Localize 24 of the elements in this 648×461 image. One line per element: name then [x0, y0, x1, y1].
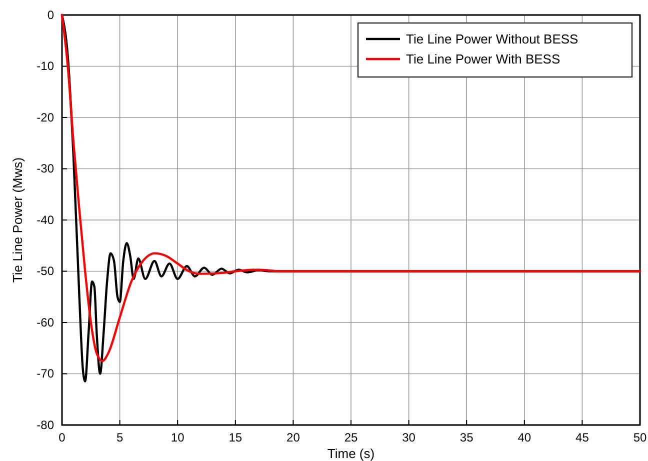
y-tick-label: -80: [36, 418, 54, 432]
x-tick-label: 20: [286, 430, 300, 445]
x-tick-label: 0: [58, 430, 66, 445]
y-tick-label: -30: [36, 162, 54, 176]
y-tick-label: -10: [36, 59, 54, 74]
y-tick-label: -20: [36, 110, 54, 124]
x-axis-title: Time (s): [327, 446, 375, 461]
x-tick-label: 35: [460, 430, 474, 445]
x-tick-label: 30: [402, 430, 416, 445]
y-axis-title: Tie Line Power (Mws): [10, 157, 25, 283]
y-tick-label: -70: [36, 366, 54, 381]
y-tick-label: -50: [36, 264, 54, 278]
x-tick-label: 5: [116, 430, 124, 445]
x-tick-label: 40: [518, 430, 532, 445]
y-tick-label: -60: [36, 315, 54, 330]
y-tick-label: 0: [47, 8, 54, 22]
x-tick-label: 15: [228, 430, 242, 445]
x-tick-label: 45: [576, 430, 590, 445]
x-tick-label: 50: [633, 430, 647, 445]
x-tick-label: 10: [170, 430, 185, 445]
x-tick-label: 25: [344, 430, 358, 445]
legend-label: Tie Line Power With BESS: [406, 52, 560, 66]
legend-label: Tie Line Power Without BESS: [406, 32, 579, 46]
y-tick-label: -40: [36, 212, 54, 227]
